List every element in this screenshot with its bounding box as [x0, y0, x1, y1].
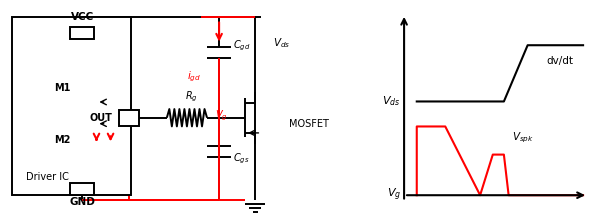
- Text: $C_{gs}$: $C_{gs}$: [233, 151, 250, 166]
- Bar: [12, 17, 131, 195]
- Text: OUT: OUT: [89, 113, 113, 123]
- Text: GND: GND: [70, 197, 95, 207]
- Bar: [119, 110, 139, 126]
- Text: $V_{spk}$: $V_{spk}$: [512, 131, 534, 145]
- Text: Driver IC: Driver IC: [26, 172, 69, 182]
- Bar: [70, 183, 94, 195]
- Text: dv/dt: dv/dt: [547, 56, 574, 66]
- Text: M1: M1: [54, 83, 70, 93]
- Text: $i_{gd}$: $i_{gd}$: [187, 70, 201, 84]
- Text: $V_g$: $V_g$: [215, 108, 228, 123]
- Text: $V_{ds}$: $V_{ds}$: [382, 95, 401, 108]
- Text: $V_{ds}$: $V_{ds}$: [274, 36, 290, 50]
- Text: $V_g$: $V_g$: [386, 187, 401, 203]
- Text: $C_{gd}$: $C_{gd}$: [233, 38, 251, 53]
- Text: MOSFET: MOSFET: [289, 119, 329, 129]
- Text: VCC: VCC: [71, 12, 94, 22]
- Text: M2: M2: [54, 135, 70, 145]
- Bar: [70, 27, 94, 39]
- Text: $R_g$: $R_g$: [185, 90, 197, 104]
